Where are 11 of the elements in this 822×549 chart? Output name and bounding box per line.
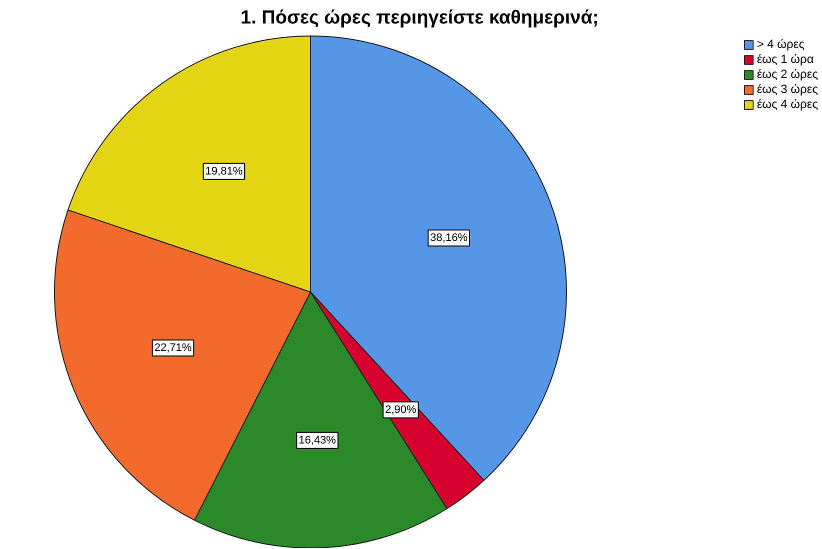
legend-label: έως 4 ώρες (756, 97, 818, 111)
legend-label: > 4 ώρες (756, 37, 805, 51)
chart-title: 1. Πόσες ώρες περιηγείστε καθημερινά; (240, 8, 599, 28)
legend-label: έως 3 ώρες (756, 82, 818, 96)
data-label: 22,71% (154, 342, 192, 354)
data-label: 19,81% (205, 165, 243, 178)
data-label: 38,16% (430, 232, 468, 244)
legend-label: έως 2 ώρες (756, 67, 818, 81)
data-label: 2,90% (385, 404, 417, 416)
legend-label: έως 1 ώρα (756, 52, 814, 66)
data-label: 16,43% (298, 434, 336, 446)
